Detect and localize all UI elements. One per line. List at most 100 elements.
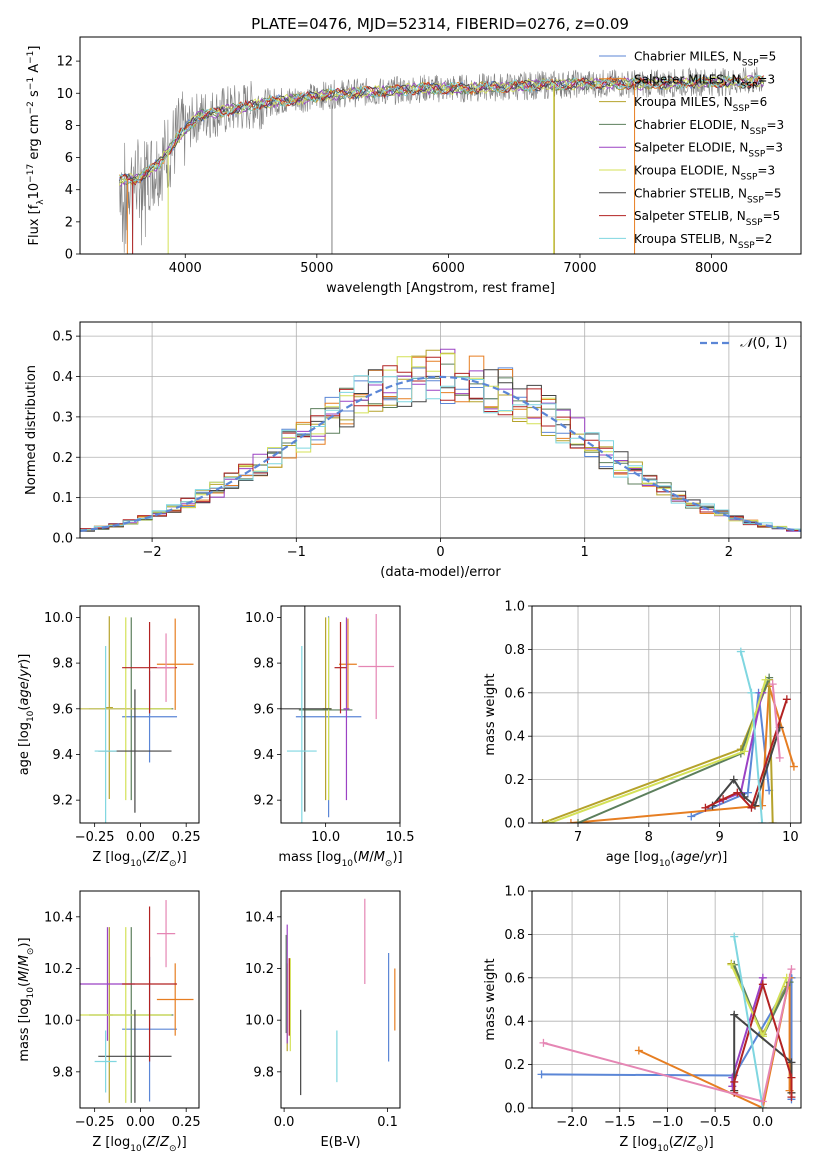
errorbar-point bbox=[105, 616, 113, 800]
x-tick-label: 1 bbox=[581, 545, 589, 560]
panel-weights-vs-age: 7 8 9 10 0.0 0.2 0.4 0.6 0.8 1.0 age [log10(age/yr… bbox=[483, 600, 802, 869]
x-tick-label: 0.0 bbox=[753, 1115, 774, 1130]
y-tick-label: 0.2 bbox=[52, 451, 73, 466]
y-tick-label: 9.2 bbox=[253, 794, 274, 809]
legend-label: Chabrier STELIB, NSSP=5 bbox=[634, 186, 782, 205]
weight-marker bbox=[736, 647, 745, 656]
x-axis-label: Z [log10(Z/Z⊙)] bbox=[92, 1135, 186, 1154]
y-tick-label: 0.6 bbox=[504, 686, 525, 701]
weight-marker bbox=[727, 960, 736, 969]
x-tick-label: −0.5 bbox=[699, 1115, 731, 1130]
y-tick-label: 9.8 bbox=[253, 657, 274, 672]
errorbar-point bbox=[156, 618, 194, 710]
y-tick-label: 0.4 bbox=[504, 730, 525, 745]
weight-marker bbox=[634, 1046, 643, 1055]
weight-series bbox=[566, 682, 798, 823]
x-tick-label: 7000 bbox=[563, 261, 596, 276]
errorbar-point bbox=[156, 963, 194, 1036]
plot-area-residuals bbox=[79, 322, 802, 539]
y-tick-label: 10.4 bbox=[44, 910, 73, 925]
x-tick-label: 6000 bbox=[432, 261, 465, 276]
plot-area-spectrum bbox=[119, 66, 765, 254]
plot-area-mass-vs-Z bbox=[80, 900, 194, 1103]
weight-marker bbox=[719, 795, 728, 804]
plot-area-age-vs-Z bbox=[80, 616, 194, 823]
y-tick-label: 2 bbox=[65, 215, 73, 230]
panel-spectrum: 4000 5000 6000 7000 8000 0 2 4 6 8 10 12 wavelength … bbox=[26, 36, 802, 296]
x-tick-label: 0.00 bbox=[126, 1115, 155, 1130]
weight-marker bbox=[730, 932, 739, 941]
weight-marker bbox=[538, 819, 547, 823]
y-tick-label: 0.4 bbox=[52, 370, 73, 385]
x-axis-label: E(B-V) bbox=[320, 1135, 360, 1150]
weight-line bbox=[733, 936, 764, 1108]
y-tick-label: 0.0 bbox=[52, 532, 73, 547]
y-tick-label: 12 bbox=[56, 55, 73, 70]
weight-marker bbox=[758, 801, 767, 810]
legend-label: Kroupa ELODIE, NSSP=3 bbox=[634, 164, 775, 183]
y-axis-label: mass weight bbox=[483, 958, 498, 1040]
x-tick-label: 0.00 bbox=[126, 830, 155, 845]
x-tick-label: 0.0 bbox=[274, 1115, 295, 1130]
legend-label: Salpeter ELODIE, NSSP=3 bbox=[634, 141, 783, 160]
weight-series bbox=[701, 695, 791, 812]
y-axis-label: Flux [fλ10−17 erg cm−2 s−1 A−1] bbox=[26, 46, 46, 246]
model-fit-line bbox=[119, 75, 764, 187]
weight-line bbox=[541, 974, 793, 1100]
weight-series bbox=[736, 647, 767, 823]
legend-label: 𝒩(0, 1) bbox=[740, 336, 787, 351]
panel-mass-vs-Z: −0.25 0.00 0.25 9.8 10.0 10.2 10.4 Z [log10(Z/Z… bbox=[17, 890, 201, 1154]
weight-marker bbox=[787, 965, 796, 974]
y-tick-label: 10.0 bbox=[245, 611, 274, 626]
y-tick-label: 4 bbox=[65, 183, 73, 198]
x-tick-label: 10.0 bbox=[311, 830, 340, 845]
x-axis-label: (data-model)/error bbox=[380, 565, 501, 580]
x-tick-label: 0.25 bbox=[172, 1115, 201, 1130]
y-tick-label: 0.2 bbox=[504, 773, 525, 788]
errorbar-point bbox=[343, 617, 350, 801]
y-tick-label: 9.6 bbox=[52, 702, 73, 717]
axes-frame bbox=[531, 890, 802, 1109]
x-tick-label: 0.1 bbox=[377, 1115, 398, 1130]
weight-marker bbox=[789, 762, 798, 771]
y-tick-label: 9.2 bbox=[52, 794, 73, 809]
y-tick-label: 10.2 bbox=[245, 962, 274, 977]
y-tick-label: 0.1 bbox=[52, 491, 73, 506]
x-tick-label: 0 bbox=[436, 545, 444, 560]
y-tick-label: 0.4 bbox=[504, 1015, 525, 1030]
y-tick-label: 0.3 bbox=[52, 410, 73, 425]
x-tick-label: −1.0 bbox=[652, 1115, 684, 1130]
panel-residuals: −2 −1 0 1 2 0.0 0.1 0.2 0.3 0.4 0.5 (data-model)/er… bbox=[24, 321, 802, 580]
x-axis-label: Z [log10(Z/Z⊙)] bbox=[619, 1135, 713, 1154]
figure-title: PLATE=0476, MJD=52314, FIBERID=0276, z=0… bbox=[251, 15, 629, 33]
x-tick-label: 2 bbox=[725, 545, 733, 560]
y-tick-label: 9.4 bbox=[253, 748, 274, 763]
axes-frame bbox=[79, 321, 802, 539]
y-axis-label: Normed distribution bbox=[24, 365, 39, 495]
weight-series bbox=[634, 973, 794, 1108]
weight-marker bbox=[574, 819, 583, 823]
weight-marker bbox=[775, 753, 784, 762]
x-tick-label: −0.25 bbox=[75, 1115, 115, 1130]
weight-marker bbox=[782, 695, 791, 704]
errorbar-point bbox=[80, 927, 172, 1103]
weight-line bbox=[542, 679, 774, 823]
x-tick-label: 5000 bbox=[300, 261, 333, 276]
y-tick-label: 1.0 bbox=[504, 600, 525, 615]
errorbar-point bbox=[334, 621, 347, 714]
y-tick-label: 0.0 bbox=[504, 1102, 525, 1117]
model-fit-line bbox=[119, 75, 764, 182]
x-tick-label: 10 bbox=[782, 830, 799, 845]
legend-label: Chabrier MILES, NSSP=5 bbox=[634, 50, 776, 69]
y-tick-label: 0.6 bbox=[504, 971, 525, 986]
errorbar-point bbox=[94, 645, 117, 823]
weight-line bbox=[704, 698, 788, 810]
x-tick-label: 7 bbox=[574, 830, 582, 845]
y-tick-label: 6 bbox=[65, 151, 73, 166]
x-axis-label: wavelength [Angstrom, rest frame] bbox=[326, 281, 555, 296]
y-tick-label: 0.5 bbox=[52, 330, 73, 345]
legend-label: Kroupa STELIB, NSSP=2 bbox=[634, 232, 772, 251]
y-tick-label: 9.8 bbox=[253, 1065, 274, 1080]
legend-label: Chabrier ELODIE, NSSP=3 bbox=[634, 118, 784, 137]
weight-line bbox=[733, 964, 791, 1039]
